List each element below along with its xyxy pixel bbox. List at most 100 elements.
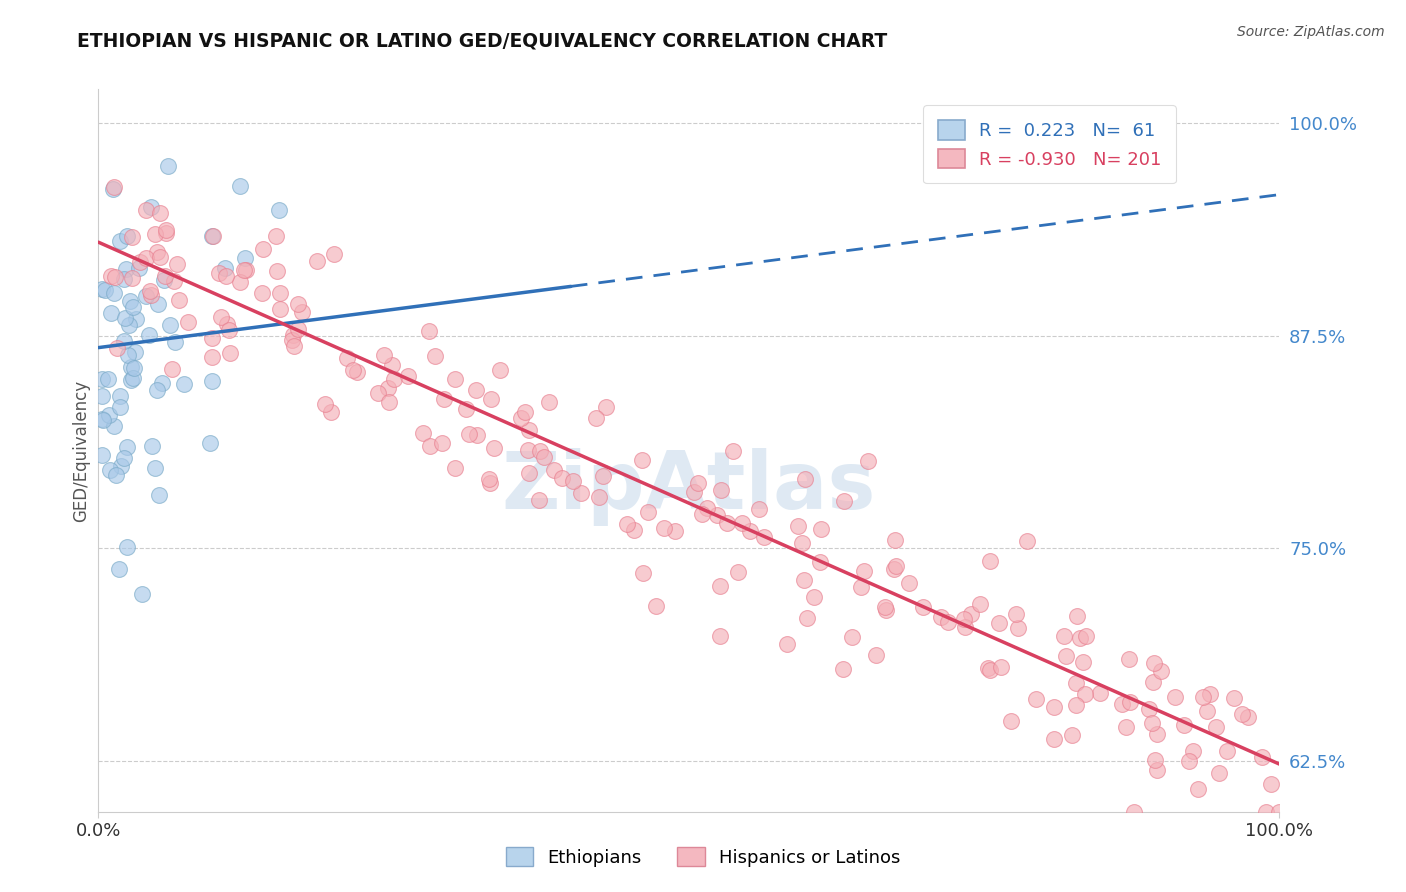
Text: ETHIOPIAN VS HISPANIC OR LATINO GED/EQUIVALENCY CORRELATION CHART: ETHIOPIAN VS HISPANIC OR LATINO GED/EQUI… — [77, 31, 887, 50]
Point — [342, 363, 364, 377]
Point — [156, 159, 179, 173]
Point — [125, 312, 148, 326]
Point — [465, 428, 488, 442]
Point — [1260, 777, 1282, 791]
Point — [98, 463, 121, 477]
Point — [314, 397, 336, 411]
Point — [373, 348, 395, 362]
Point — [396, 368, 419, 383]
Point — [100, 268, 122, 283]
Point — [706, 508, 728, 522]
Point — [875, 599, 897, 614]
Text: ZipAtlas: ZipAtlas — [502, 448, 876, 525]
Point — [208, 266, 231, 280]
Point — [124, 345, 146, 359]
Point — [281, 328, 304, 343]
Point — [1146, 763, 1168, 777]
Point — [517, 466, 540, 480]
Point — [489, 363, 512, 377]
Point — [721, 444, 744, 458]
Point — [214, 260, 236, 275]
Point — [1118, 652, 1140, 666]
Point — [139, 287, 162, 301]
Point — [91, 413, 114, 427]
Point — [287, 296, 309, 310]
Point — [229, 179, 252, 194]
Point — [898, 575, 921, 590]
Point — [323, 246, 346, 260]
Point — [1066, 676, 1088, 690]
Point — [987, 616, 1010, 631]
Point — [1192, 690, 1215, 704]
Point — [155, 269, 177, 284]
Point — [515, 405, 537, 419]
Point — [683, 485, 706, 500]
Point — [150, 376, 173, 390]
Point — [201, 351, 224, 365]
Point — [1042, 699, 1064, 714]
Point — [1144, 753, 1167, 767]
Point — [377, 381, 399, 395]
Point — [865, 648, 887, 663]
Point — [91, 372, 114, 386]
Point — [1004, 607, 1026, 621]
Point — [91, 388, 114, 402]
Point — [633, 566, 655, 581]
Point — [645, 599, 668, 613]
Point — [419, 439, 441, 453]
Point — [841, 630, 863, 644]
Point — [464, 384, 486, 398]
Point — [810, 522, 832, 536]
Point — [283, 339, 305, 353]
Point — [709, 578, 731, 592]
Point — [1163, 690, 1185, 704]
Point — [135, 289, 157, 303]
Point — [740, 524, 762, 538]
Point — [482, 441, 505, 455]
Point — [148, 488, 170, 502]
Point — [425, 350, 447, 364]
Point — [533, 450, 555, 465]
Point — [1267, 805, 1289, 819]
Point — [146, 245, 169, 260]
Point — [281, 333, 304, 347]
Point — [105, 341, 128, 355]
Point — [104, 269, 127, 284]
Point — [631, 453, 654, 467]
Point — [218, 323, 240, 337]
Point — [1000, 714, 1022, 728]
Point — [731, 516, 754, 531]
Point — [911, 600, 934, 615]
Point — [852, 564, 875, 578]
Point — [110, 401, 132, 415]
Point — [1182, 744, 1205, 758]
Point — [117, 348, 139, 362]
Point — [790, 536, 813, 550]
Point — [849, 580, 872, 594]
Point — [112, 334, 135, 348]
Point — [146, 383, 169, 397]
Point — [727, 565, 749, 579]
Point — [235, 251, 257, 265]
Point — [1111, 697, 1133, 711]
Point — [716, 516, 738, 530]
Point — [91, 281, 114, 295]
Point — [367, 386, 389, 401]
Point — [1150, 664, 1173, 678]
Point — [115, 441, 138, 455]
Point — [1066, 608, 1088, 623]
Point — [793, 472, 815, 486]
Point — [269, 302, 291, 317]
Point — [103, 180, 125, 194]
Point — [1223, 691, 1246, 706]
Point — [1237, 710, 1260, 724]
Point — [1088, 686, 1111, 700]
Point — [1060, 728, 1083, 742]
Point — [167, 293, 190, 307]
Point — [832, 494, 855, 508]
Point — [787, 518, 810, 533]
Point — [108, 234, 131, 248]
Point — [200, 436, 222, 450]
Point — [1208, 765, 1230, 780]
Point — [458, 426, 481, 441]
